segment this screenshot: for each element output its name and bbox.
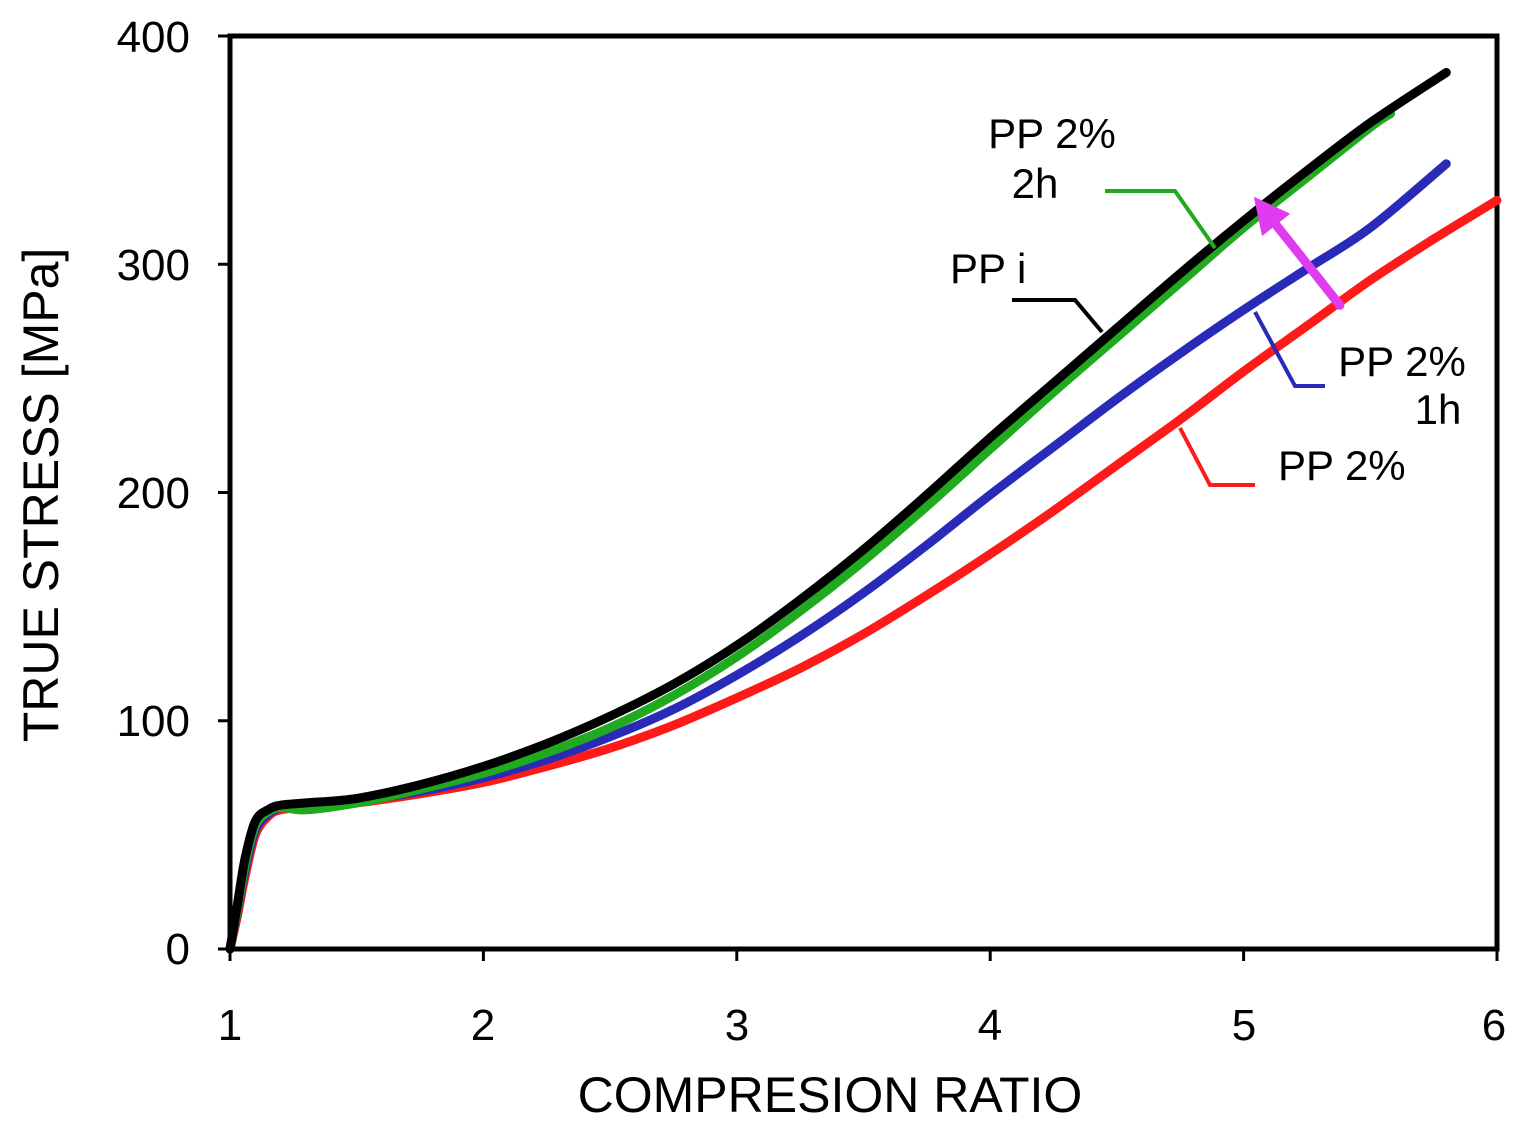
y-tick-label: 100	[117, 697, 190, 746]
series-line-pp-2pct	[225, 195, 1502, 954]
y-tick-label: 0	[166, 925, 190, 974]
series-line-pp-i	[225, 68, 1451, 954]
series-label-pp-2pct: PP 2%	[1278, 442, 1406, 489]
x-axis-title: COMPRESION RATIO	[578, 1067, 1083, 1123]
x-tick-label: 1	[218, 1001, 242, 1050]
y-axis-title: TRUE STRESS [MPa]	[13, 248, 69, 743]
x-tick-label: 4	[978, 1001, 1002, 1050]
x-tick-label: 6	[1482, 1001, 1506, 1050]
y-tick-label: 200	[117, 469, 190, 518]
series-label-pp-2pct-2h: PP 2% 2h	[988, 110, 1116, 207]
leader-line-pp-2pct-1h	[1253, 311, 1325, 388]
series-line-pp-2pct-1h	[225, 159, 1451, 954]
leader-line-pp-i	[1012, 298, 1104, 334]
x-tick-label: 5	[1232, 1001, 1256, 1050]
series-group	[225, 68, 1502, 954]
leader-line-pp-2pct	[1178, 427, 1255, 487]
x-tick-label: 2	[471, 1001, 495, 1050]
series-label-pp-2pct-1h: PP 2% 1h	[1338, 338, 1466, 433]
series-label-pp-i: PP i	[950, 245, 1026, 292]
annotation-arrow	[1253, 196, 1345, 310]
y-tick-label: 400	[117, 13, 190, 62]
x-tick-label: 3	[725, 1001, 749, 1050]
y-tick-label: 300	[117, 241, 190, 290]
leader-line-pp-2pct-2h	[1105, 189, 1217, 250]
